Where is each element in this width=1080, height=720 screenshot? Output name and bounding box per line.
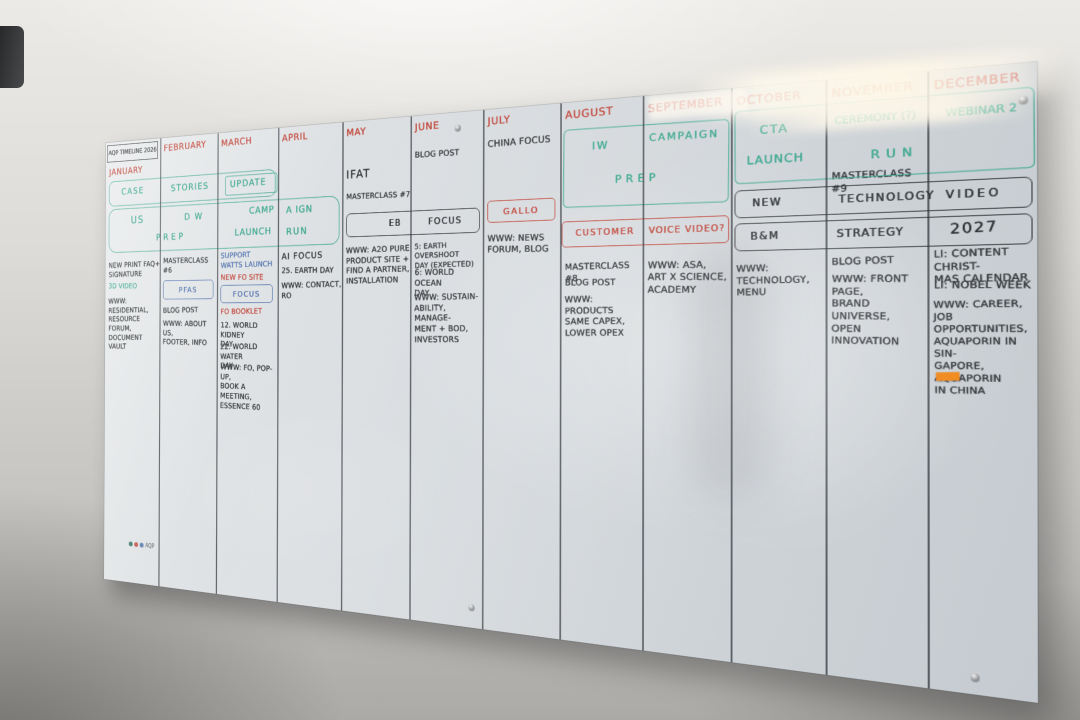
technology-label: TECHNOLOGY	[838, 189, 934, 206]
band-word-cta: CTA	[759, 122, 788, 137]
band-word-us: US	[131, 213, 144, 226]
band-word-run-2: RUN	[870, 145, 918, 162]
column-july: JULY CHINA FOCUS WWW: NEWS FORUM, BLOG	[482, 103, 560, 639]
note: WWW: ASA, ART X SCIENCE, ACADEMY	[647, 259, 732, 296]
month-label-august: AUGUST	[565, 105, 613, 122]
column-june: JUNE BLOG POST 5: EARTH OVERSHOOT DAY (E…	[409, 110, 483, 629]
note: WWW: TECHNOLOGY, MENU	[736, 261, 828, 299]
gallo-label: GALLO	[503, 204, 539, 216]
band-word-ceremony: CEREMONY (?)	[834, 109, 916, 127]
update-inner-box	[225, 172, 277, 195]
band-word-dw: D W	[184, 211, 203, 222]
note: WWW: FRONT PAGE, BRAND UNIVERSE, OPEN IN…	[831, 273, 930, 349]
note: NEW FO SITE	[220, 273, 278, 283]
note: BLOG POST	[415, 147, 485, 162]
band-word-campaign: CAMPAIGN	[649, 127, 719, 143]
sticker-dot-blue-icon	[140, 543, 144, 548]
wall-object	[0, 26, 24, 88]
note: 3D VIDEO	[108, 282, 160, 291]
band-word-launch: LAUNCH	[234, 226, 271, 238]
photo-scene: AQP TIMELINE 2026 JANUARY NEW PRINT FAQ+…	[0, 0, 1080, 720]
focus-label: FOCUS	[233, 289, 260, 298]
note: BLOG POST	[163, 306, 218, 316]
month-label-june: JUNE	[415, 120, 440, 134]
band-iw-prep: IW CAMPAIGN PREP	[563, 119, 729, 208]
note: 25. EARTH DAY	[281, 266, 343, 276]
note: AI FOCUS	[281, 249, 343, 263]
note: BLOG POST	[565, 278, 645, 289]
strategy-label: STRATEGY	[836, 225, 903, 240]
sticker-dot-red-icon	[134, 542, 138, 547]
year-2027-label: 2027	[949, 217, 998, 237]
note: WWW: ABOUT US, FOOTER, INFO	[163, 320, 219, 349]
band-word-launch-2: LAUNCH	[747, 151, 804, 168]
focus-label-june: FOCUS	[428, 215, 462, 227]
sticker-dot-green-icon	[129, 541, 133, 546]
note: LI: NOBEL WEEK	[934, 279, 1040, 292]
mounting-screw	[469, 604, 475, 611]
note: CHINA FOCUS	[487, 132, 561, 150]
video-label: VIDEO	[945, 186, 1001, 202]
month-label-may: MAY	[346, 126, 366, 139]
column-may: MAY IFAT MASTERCLASS #7 WWW: A2O PURE PR…	[341, 116, 411, 619]
month-label-october: OCTOBER	[736, 89, 801, 108]
customer-label: CUSTOMER	[575, 226, 634, 238]
note: WWW: RESIDENTIAL, RESOURCE FORUM, DOCUME…	[108, 296, 161, 352]
pfas-label: PFAS	[179, 285, 198, 294]
month-label-july: JULY	[487, 114, 510, 128]
sticker-brand-text: AQP	[145, 543, 154, 550]
mounting-screw	[971, 673, 980, 682]
eb-label: EB	[389, 217, 402, 228]
note: WWW: FO, POP-UP, BOOK A MEETING, ESSENCE…	[220, 363, 279, 414]
column-divider-line	[826, 80, 828, 675]
band-word-prep-2: PREP	[615, 172, 660, 187]
gallo-box: GALLO	[487, 198, 555, 223]
note: WWW: CONTACT, RO	[281, 280, 343, 301]
month-label-september: SEPTEMBER	[648, 96, 723, 116]
voice-video-label: VOICE VIDEO?	[649, 223, 725, 236]
band-customer-voice: CUSTOMER VOICE VIDEO?	[562, 215, 729, 247]
note: WWW: NEWS FORUM, BLOG	[487, 232, 562, 256]
board-title: AQP TIMELINE 2026	[107, 141, 158, 163]
band-word-case: CASE	[121, 186, 144, 198]
note: BLOG POST	[831, 254, 929, 270]
note: FO BOOKLET	[220, 307, 278, 318]
orange-sticky-tab	[936, 372, 960, 381]
note: MASTERCLASS #6	[163, 256, 218, 275]
new-label: NEW	[752, 195, 782, 209]
note: WWW: CAREER, JOB OPPORTUNITIES, AQUAPORI…	[933, 298, 1040, 399]
note: WWW: A2O PURE PRODUCT SITE + FIND A PART…	[346, 244, 412, 287]
note: SUPPORT WATTS LAUNCH	[221, 249, 279, 271]
month-label-january: JANUARY	[109, 165, 143, 178]
month-label-april: APRIL	[282, 131, 308, 144]
whiteboard: AQP TIMELINE 2026 JANUARY NEW PRINT FAQ+…	[104, 62, 1038, 703]
bm-label: B&M	[750, 229, 779, 242]
focus-box-march: FOCUS	[220, 284, 272, 303]
note: NEW PRINT FAQ+ SIGNATURE	[109, 260, 161, 280]
band-word-run: RUN	[286, 226, 308, 238]
band-word-camp: CAMP	[249, 204, 274, 216]
band-word-stories: STORIES	[171, 181, 209, 194]
pfas-box: PFAS	[163, 280, 214, 300]
month-label-february: FEBRUARY	[164, 139, 207, 153]
band-word-aign: A IGN	[286, 204, 313, 216]
eb-focus-box: EB FOCUS	[346, 208, 480, 238]
note: WWW: PRODUCTS SAME CAPEX, LOWER OPEX	[565, 293, 645, 339]
note: IFAT	[346, 163, 412, 183]
column-divider-line	[731, 88, 733, 662]
band-word-iw: IW	[592, 139, 609, 152]
month-label-march: MARCH	[221, 136, 252, 150]
band-word-webinar: WEBINAR 2	[945, 101, 1017, 120]
note: WWW: SUSTAIN- ABILITY, MANAGE- MENT + BO…	[414, 292, 484, 346]
note: MASTERCLASS #7	[346, 190, 412, 202]
